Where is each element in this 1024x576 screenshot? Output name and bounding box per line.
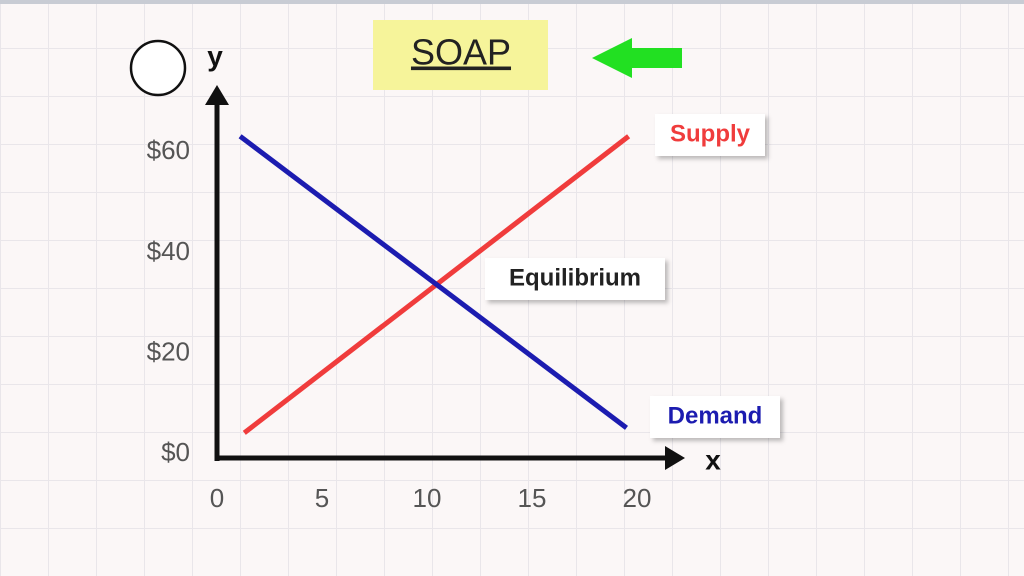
top-strip	[0, 0, 1024, 4]
series-label: Demand	[668, 402, 763, 429]
y-tick-label: $60	[147, 135, 190, 165]
x-tick-label: 20	[623, 483, 652, 513]
title-box	[373, 20, 548, 90]
label-box	[650, 396, 780, 438]
y-tick-label: $20	[147, 336, 190, 366]
x-axis-label: x	[705, 444, 721, 475]
y-axis-label: y	[207, 40, 223, 71]
y-axis-arrow	[205, 85, 229, 105]
chart-title: SOAP	[411, 32, 511, 73]
pointer-arrow	[592, 38, 682, 78]
y-tick-label: $0	[161, 437, 190, 467]
label-box	[655, 114, 765, 156]
y-tick-label: $40	[147, 236, 190, 266]
series-label: Supply	[670, 120, 751, 147]
annotation-box	[485, 258, 665, 300]
option-circle[interactable]	[129, 39, 187, 97]
x-tick-label: 0	[210, 483, 224, 513]
line	[238, 134, 629, 430]
x-axis-arrow	[665, 446, 685, 470]
x-tick-label: 15	[518, 483, 547, 513]
x-tick-label: 10	[413, 483, 442, 513]
x-tick-label: 5	[315, 483, 329, 513]
annotation: Equilibrium	[509, 264, 641, 291]
